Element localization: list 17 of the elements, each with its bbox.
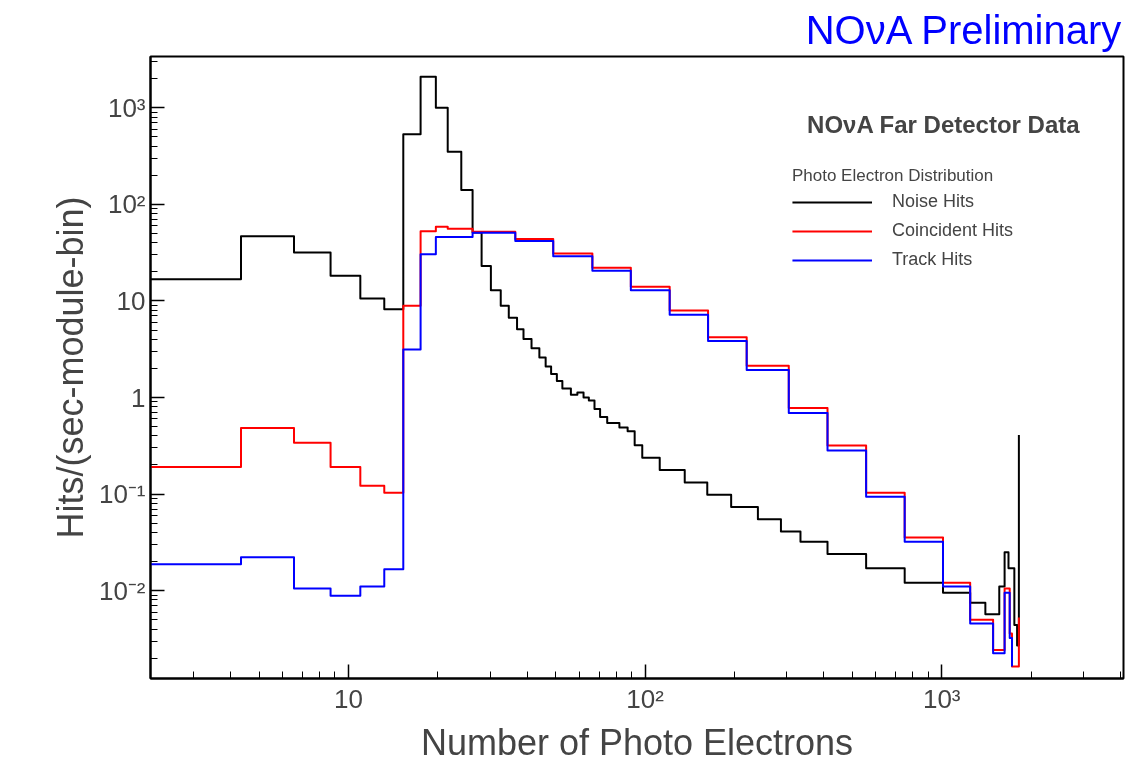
legend-title: Photo Electron Distribution xyxy=(791,166,995,186)
y-tick-label: 1 xyxy=(131,382,146,413)
legend-label: Coincident Hits xyxy=(891,220,1013,241)
y-axis-title: Hits/(sec-module-bin) xyxy=(49,196,91,539)
y-tick-label: 10² xyxy=(107,189,146,220)
legend-label: Track Hits xyxy=(891,249,973,270)
legend-label: Noise Hits xyxy=(891,191,974,212)
y-tick-label: 10⁻² xyxy=(98,575,146,606)
x-tick-label: 10 xyxy=(334,683,363,714)
x-axis-title: Number of Photo Electrons xyxy=(420,721,854,763)
x-tick-label: 10³ xyxy=(922,683,961,714)
y-tick-label: 10⁻¹ xyxy=(98,479,146,510)
x-tick-label: 10² xyxy=(626,683,665,714)
chart-title: NOνA Preliminary xyxy=(805,7,1122,52)
text: NOνA Far Detector Data xyxy=(807,110,1081,138)
y-tick-label: 10 xyxy=(116,285,146,316)
y-tick-label: 10³ xyxy=(107,92,146,123)
